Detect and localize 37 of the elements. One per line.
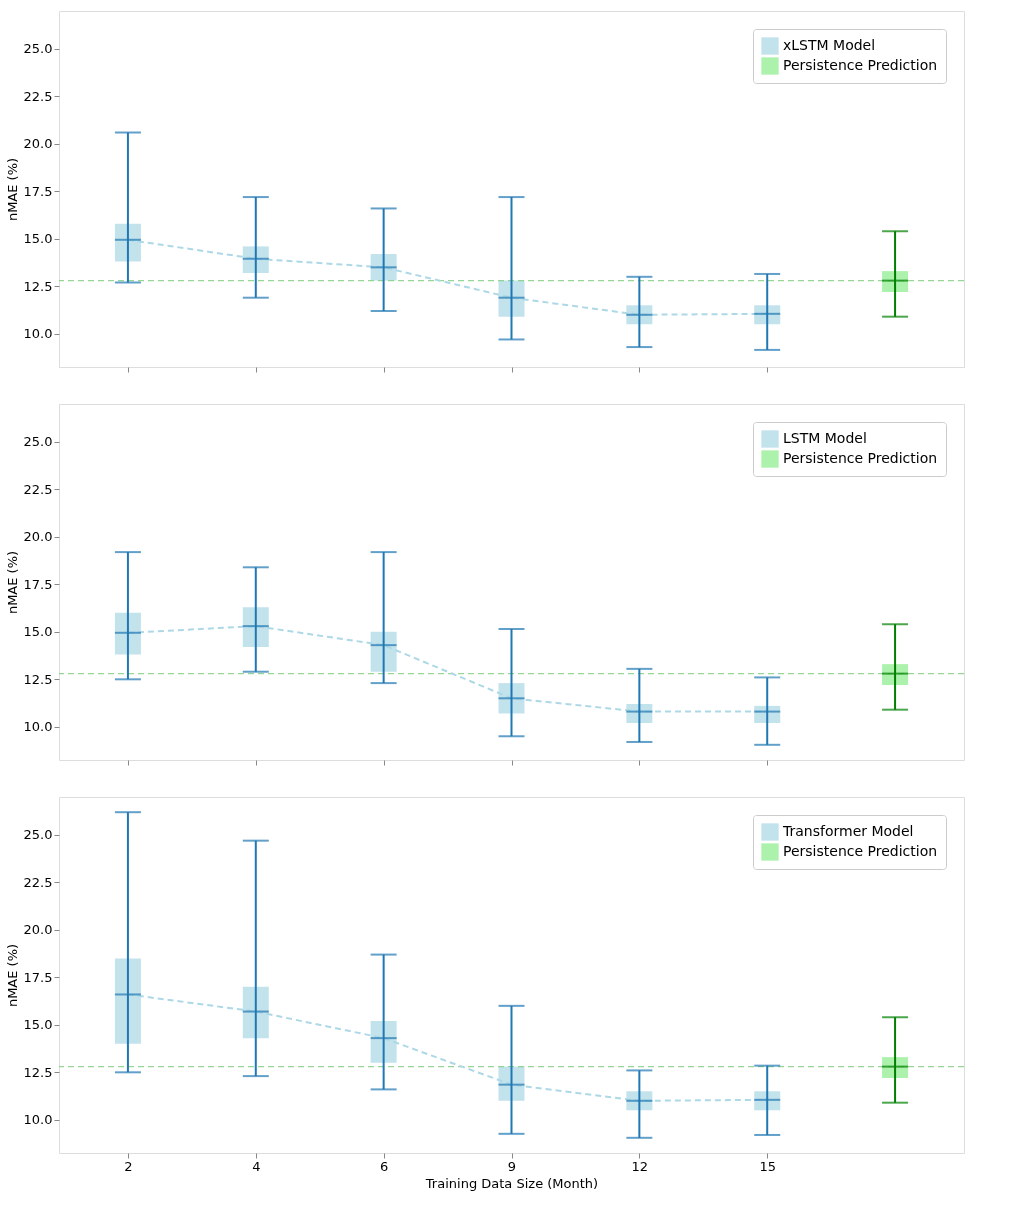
y-tick-label: 25.0 [23,434,53,450]
y-axis-title: nMAE (%) [4,943,20,1008]
y-tick-label: 20.0 [23,136,53,152]
legend-label: Persistence Prediction [783,843,938,859]
y-tick-label: 22.5 [23,874,53,890]
y-tick-label: 22.5 [23,88,53,104]
y-tick-label: 10.0 [23,1112,53,1128]
x-axis-title: Training Data Size (Month) [424,1175,599,1191]
y-tick-label: 20.0 [23,922,53,938]
y-tick-label: 17.5 [23,969,53,985]
x-tick-label: 2 [124,1158,133,1174]
y-tick-label: 25.0 [23,827,53,843]
legend-label: xLSTM Model [783,37,876,53]
legend-label: Transformer Model [782,823,914,839]
x-tick-label: 9 [507,1158,517,1174]
y-tick-label: 12.5 [23,671,53,687]
y-tick-label: 17.5 [23,183,53,199]
y-tick-label: 15.0 [23,231,53,247]
legend-label: Persistence Prediction [783,450,938,466]
y-tick-label: 10.0 [23,326,53,342]
x-tick-label: 12 [631,1158,649,1174]
x-tick-label: 15 [759,1158,776,1174]
y-axis-title: nMAE (%) [4,157,20,222]
legend-label: LSTM Model [783,430,867,446]
x-tick-label: 6 [380,1158,389,1174]
y-tick-label: 22.5 [23,481,53,497]
y-tick-label: 10.0 [23,719,53,735]
legend-label: Persistence Prediction [783,57,938,73]
y-tick-label: 17.5 [23,576,53,592]
y-tick-label: 12.5 [23,1064,53,1080]
x-tick-label: 4 [252,1158,261,1174]
y-tick-label: 15.0 [23,624,53,640]
y-tick-label: 12.5 [23,278,53,294]
y-tick-label: 15.0 [23,1017,53,1033]
y-tick-label: 20.0 [23,529,53,545]
y-tick-label: 25.0 [23,41,53,57]
y-axis-title: nMAE (%) [4,550,20,615]
